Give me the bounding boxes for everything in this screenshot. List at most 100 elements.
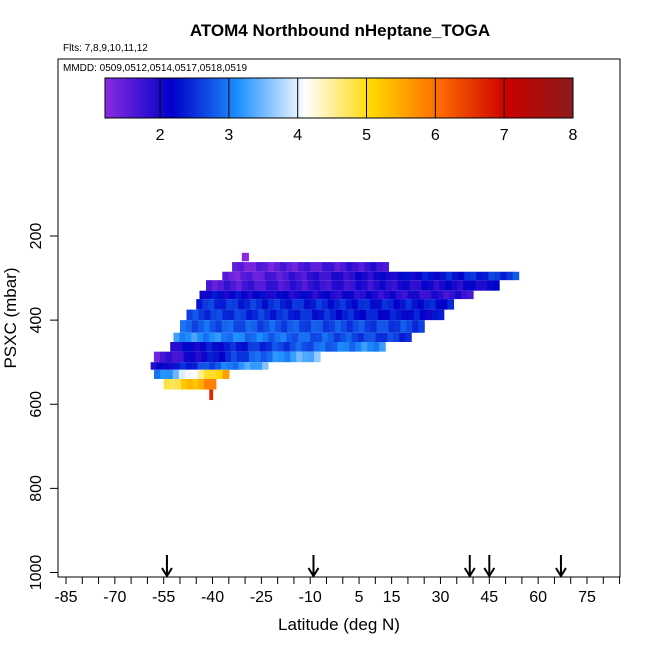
heatmap-cell [269,320,276,333]
heatmap-cell [346,262,353,272]
heatmap-cell [314,351,321,363]
dates-label: MMDD: 0509,0512,0514,0517,0518,0519 [63,63,247,74]
heatmap-cell [254,351,262,363]
heatmap-cell [394,320,401,333]
y-tick-label: 1000 [28,555,45,591]
heatmap-cell [413,309,421,321]
heatmap-cell [315,299,323,310]
heatmap-cell [209,389,214,401]
heatmap-cell [296,351,303,363]
heatmap-cell [361,280,369,291]
heatmap-cell [263,320,270,333]
heatmap-cell [226,362,234,370]
heatmap-cell [295,280,303,291]
heatmap-cell [270,290,278,300]
y-tick-label: 200 [28,223,45,250]
heatmap-cell [316,262,323,272]
heatmap-cell [220,299,227,310]
heatmap-cell [354,290,361,300]
flight-arrow-icon [483,555,496,578]
heatmap-cell [379,341,386,352]
heatmap-cell [268,299,275,310]
x-tick-label: -85 [54,589,77,606]
heatmap-cell [309,299,317,310]
heatmap-cell [419,309,427,321]
heatmap-cell [252,309,259,321]
heatmap-cell [419,290,427,300]
heatmap-cell [245,320,253,333]
heatmap-cell [446,271,453,281]
heatmap-cell [203,320,211,333]
heatmap-cell [337,271,344,281]
heatmap-cell [295,341,303,352]
x-tick-label: -70 [103,589,126,606]
heatmap-cell [355,271,362,281]
heatmap-cell [259,341,267,352]
colorbar-tick-label: 4 [293,127,302,144]
heatmap-cell [288,309,295,321]
heatmap-cell [302,351,309,363]
heatmap-cell [328,320,336,333]
heatmap-cell [223,290,230,300]
heatmap-cell [300,309,307,321]
heatmap-cell [246,271,254,281]
heatmap-cell [361,271,369,281]
heatmap-cell [481,280,488,291]
heatmap-cell [423,299,431,310]
heatmap-cell [318,309,325,321]
colorbar-ticks: 2 3 4 5 6 7 8 [156,78,578,144]
heatmap-cell [290,351,297,363]
heatmap-cell [440,271,447,281]
heatmap-cell [506,271,514,281]
heatmap-cell [300,290,308,300]
heatmap-cell [270,271,278,281]
heatmap-cell [209,320,217,333]
heatmap-cell [464,271,471,281]
heatmap-cell [301,280,309,291]
heatmap-cell [165,351,173,363]
heatmap-cell [282,309,289,321]
heatmap-cell [203,369,211,380]
heatmap-cell [185,320,193,333]
heatmap-cell [493,280,500,291]
heatmap-cell [463,280,470,291]
heatmap-cell [488,271,496,281]
heatmap-cell [163,379,171,390]
heatmap-cell [215,332,222,342]
heatmap-cell [150,362,158,370]
heatmap-cell [389,309,397,321]
heatmap-cell [276,290,284,300]
colorbar-tick-label: 6 [431,127,440,144]
heatmap-cell [280,262,287,272]
heatmap-cell [425,290,433,300]
heatmap-cell [206,280,213,291]
heatmap-cell [211,290,218,300]
heatmap-cell [156,362,163,370]
heatmap-cell [357,299,365,310]
heatmap-cell [457,280,464,291]
heatmap-cell [437,309,445,321]
heatmap-cell [234,271,242,281]
heatmap-cell [232,332,240,342]
heatmap-cell [235,290,242,300]
x-tick-label: 30 [432,589,450,606]
heatmap-cell [244,299,251,310]
heatmap-cell [182,341,189,352]
heatmap-cell [400,320,407,333]
heatmap-cell [200,341,207,352]
heatmap-cell [274,262,281,272]
heatmap-cell [293,320,300,333]
heatmap-cell [373,280,381,291]
heatmap-cell [198,379,205,390]
heatmap-cell [177,351,185,363]
heatmap-cell [210,369,217,380]
heatmap-cell [413,290,421,300]
heatmap-cell [311,320,318,333]
heatmap-cell [197,332,204,342]
heatmap-cell [219,351,226,363]
heatmap-cell [239,320,247,333]
heatmap-cell [258,271,266,281]
heatmap-cell [183,351,191,363]
heatmap-cell [223,280,231,291]
x-tick-label: 75 [578,589,596,606]
